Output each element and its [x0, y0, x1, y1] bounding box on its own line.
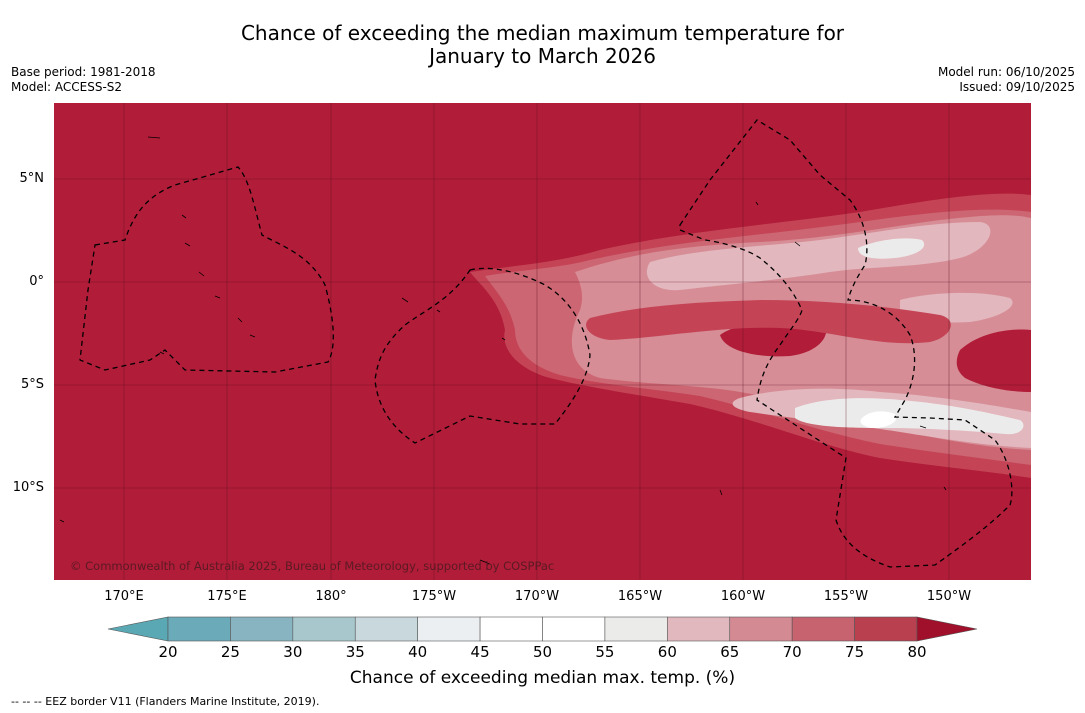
eez-line-islands [679, 119, 1013, 568]
issued-date: Issued: 09/10/2025 [959, 80, 1075, 94]
base-period: Base period: 1981-2018 [11, 65, 156, 79]
colorbar-tick-label: 50 [532, 643, 553, 661]
colorbar-tick-label: 65 [720, 643, 740, 661]
colorbar-tick-label: 55 [595, 643, 615, 661]
eez-tuvalu-west [79, 166, 334, 373]
meta-left: Base period: 1981-2018 Model: ACCESS-S2 [11, 65, 156, 95]
eez-footnote: -- -- -- EEZ border V11 (Flanders Marine… [11, 695, 320, 708]
colorbar-tick-label: 20 [158, 643, 178, 661]
lon-label-170w: 170°W [514, 589, 560, 604]
colorbar-segment [667, 616, 731, 642]
contour-55-north [858, 238, 925, 259]
lon-label-170e: 170°E [104, 589, 144, 604]
colorbar-under-arrow [107, 616, 169, 642]
colorbar-tick-label: 70 [782, 643, 802, 661]
colorbar-over-arrow [916, 616, 978, 642]
colorbar-label: Chance of exceeding median max. temp. (%… [349, 668, 736, 688]
colorbar-segment [729, 616, 793, 642]
moderate-patch-center [586, 300, 951, 344]
map-area [54, 103, 1031, 580]
colorbar-tick-label: 25 [220, 643, 240, 661]
gridlines [54, 103, 1031, 580]
islands [59, 136, 947, 565]
colorbar-segment [417, 616, 481, 642]
copyright-text: © Commonwealth of Australia 2025, Bureau… [70, 559, 555, 573]
colorbar-tick-label: 35 [345, 643, 365, 661]
lon-label-180: 180° [315, 589, 347, 604]
model-run: Model run: 06/10/2025 [937, 65, 1075, 79]
colorbar [107, 616, 978, 642]
colorbar-segment [542, 616, 606, 642]
colorbar-tick-label: 75 [845, 643, 865, 661]
lon-label-175e: 175°E [207, 589, 247, 604]
meta-right: Model run: 06/10/2025 Issued: 09/10/2025 [938, 65, 1075, 95]
contour-55-patch [860, 411, 897, 428]
map-title: Chance of exceeding the median maximum t… [0, 22, 1085, 68]
lon-label-175w: 175°W [411, 589, 457, 604]
title-line-1: Chance of exceeding the median maximum t… [240, 21, 845, 45]
lon-label-160w: 160°W [720, 589, 766, 604]
colorbar-tick-label: 30 [283, 643, 303, 661]
colorbar-segment [479, 616, 543, 642]
colorbar-segment [604, 616, 668, 642]
colorbar-segment [354, 616, 418, 642]
colorbar-tick-label: 60 [657, 643, 677, 661]
colorbar-segment [791, 616, 855, 642]
lon-label-165w: 165°W [617, 589, 663, 604]
lat-label-0: 0° [29, 274, 44, 289]
colorbar-tick-label: 80 [907, 643, 927, 661]
colorbar-segment [230, 616, 294, 642]
high-prob-patch-east [956, 329, 1031, 392]
colorbar-segment [167, 616, 231, 642]
lat-label-5s: 5°S [20, 377, 44, 392]
lon-label-150w: 150°W [926, 589, 972, 604]
colorbar-tick-label: 40 [408, 643, 428, 661]
colorbar-tick-label: 45 [470, 643, 490, 661]
lat-label-5n: 5°N [19, 171, 45, 186]
eez-borders [79, 119, 1013, 568]
title-line-2: January to March 2026 [429, 44, 656, 68]
lat-label-10s: 10°S [12, 480, 44, 495]
contour-55-south [795, 398, 1024, 435]
colorbar-segment [292, 616, 356, 642]
model-name: Model: ACCESS-S2 [11, 80, 123, 94]
colorbar-segment [854, 616, 918, 642]
high-prob-patch-center [720, 321, 827, 357]
lon-label-155w: 155°W [823, 589, 869, 604]
